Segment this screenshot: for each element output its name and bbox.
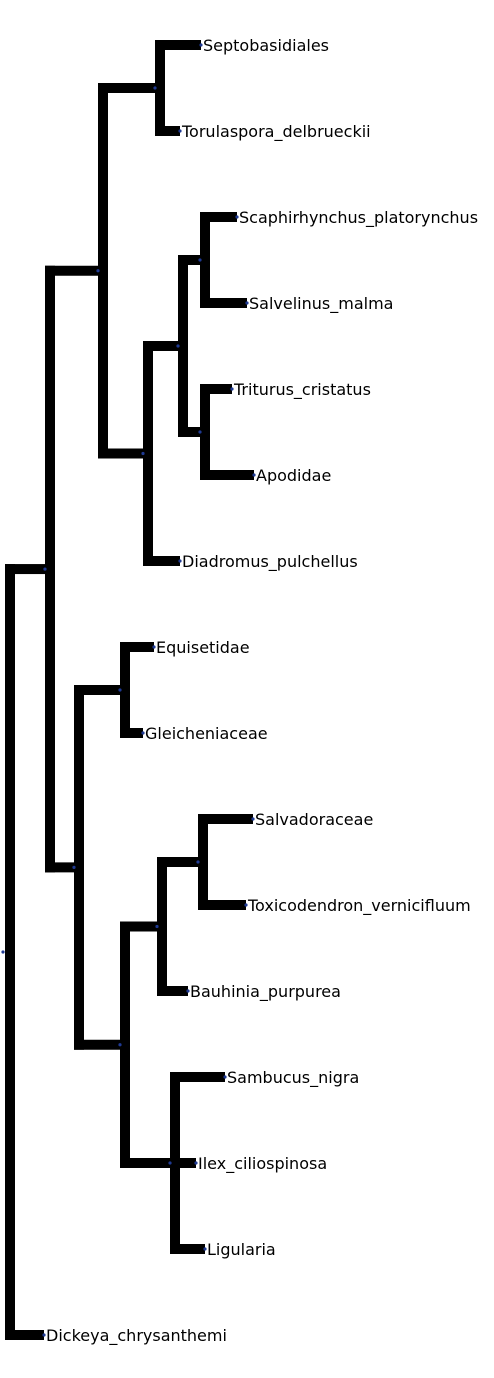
horizontal-branch-n8 (45, 862, 74, 873)
horizontal-branch-n4 (98, 448, 143, 459)
internal-node-n2 (96, 269, 100, 273)
horizontal-branch-n1 (5, 564, 45, 575)
leaf-node-dickeya (42, 1333, 46, 1337)
horizontal-branch-diadromus (143, 556, 180, 566)
horizontal-branch-salvelinus (200, 298, 247, 308)
horizontal-branch-n12 (157, 857, 198, 867)
internal-node-root (1, 950, 5, 954)
leaf-label-equisetidae: Equisetidae (156, 638, 250, 657)
vertical-branch-n1 (45, 265, 55, 873)
horizontal-branch-n9 (74, 685, 120, 695)
horizontal-branch-apodidae (200, 470, 254, 480)
vertical-branch-n5 (178, 255, 188, 437)
horizontal-branch-sambucus (170, 1072, 225, 1082)
leaf-label-salvadoraceae: Salvadoraceae (255, 810, 373, 829)
leaf-node-bauhinia (186, 989, 190, 993)
leaf-label-sambucus-nigra: Sambucus_nigra (227, 1068, 359, 1088)
horizontal-branch-bauhinia (157, 986, 188, 996)
leaf-label-triturus-cristatus: Triturus_cristatus (233, 380, 371, 400)
leaf-label-dickeya-chrysanthemi: Dickeya_chrysanthemi (46, 1326, 227, 1346)
leaf-node-toxicodendron (244, 903, 248, 907)
internal-node-n1 (43, 567, 47, 571)
internal-node-n11 (155, 924, 159, 929)
leaf-label-ligularia: Ligularia (207, 1240, 276, 1259)
leaf-label-scaphirhynchus-platorynchus: Scaphirhynchus_platorynchus (239, 208, 478, 228)
leaf-label-salvelinus-malma: Salvelinus_malma (249, 294, 393, 314)
leaf-label-gleicheniaceae: Gleicheniaceae (145, 724, 268, 743)
leaf-label-toxicodendron-vernicifluum: Toxicodendron_vernicifluum (247, 896, 471, 916)
leaf-node-septobasidiales (199, 43, 203, 47)
horizontal-branch-n13 (120, 1158, 170, 1168)
leaf-node-diadromus (178, 559, 182, 563)
horizontal-branch-equisetidae (120, 642, 154, 652)
leaf-node-sambucus (223, 1075, 227, 1079)
horizontal-branch-n6 (178, 255, 200, 265)
internal-node-n8 (72, 865, 76, 869)
horizontal-branch-n10 (74, 1039, 120, 1050)
leaf-node-salvadoraceae (251, 817, 255, 821)
horizontal-branch-ligularia (170, 1244, 205, 1254)
horizontal-branch-dickeya (5, 1330, 44, 1340)
leaf-node-salvelinus (245, 301, 249, 305)
leaf-label-torulaspora-delbrueckii: Torulaspora_delbrueckii (181, 122, 371, 142)
leaf-node-apodidae (252, 473, 256, 477)
horizontal-branch-n2 (45, 265, 98, 276)
tree-leaf-labels: Septobasidiales Torulaspora_delbrueckii … (46, 36, 478, 1346)
vertical-branch-root (5, 564, 15, 1340)
horizontal-branch-salvadoraceae (198, 814, 253, 824)
vertical-branch-n9 (120, 642, 130, 738)
leaf-node-scaphirhynchus (235, 215, 239, 219)
leaf-node-torulaspora (178, 129, 182, 133)
vertical-branch-n8 (74, 685, 84, 1050)
leaf-label-diadromus-pulchellus: Diadromus_pulchellus (182, 552, 358, 572)
tree-branches (5, 40, 254, 1340)
leaf-node-ilex (194, 1161, 198, 1165)
internal-node-n4 (141, 451, 145, 456)
internal-node-n5 (176, 344, 180, 348)
horizontal-branch-gleicheniaceae (120, 728, 143, 738)
horizontal-branch-n7 (178, 427, 200, 437)
internal-node-n10 (118, 1043, 122, 1047)
internal-node-n3 (153, 86, 157, 90)
internal-node-n7 (198, 430, 202, 434)
vertical-branch-n2 (98, 83, 108, 459)
horizontal-branch-septobasidiales (155, 40, 201, 50)
horizontal-branch-scaphirhynchus (200, 212, 237, 222)
leaf-node-gleicheniaceae (141, 731, 145, 735)
leaf-node-equisetidae (152, 645, 156, 649)
internal-node-n12 (196, 860, 200, 864)
horizontal-branch-n5 (143, 341, 178, 351)
leaf-node-triturus (230, 387, 234, 391)
leaf-label-ilex-ciliospinosa: Ilex_ciliospinosa (198, 1154, 327, 1174)
horizontal-branch-torulaspora (155, 126, 180, 136)
horizontal-branch-ilex (170, 1158, 196, 1168)
leaf-label-bauhinia-purpurea: Bauhinia_purpurea (190, 982, 341, 1002)
vertical-branch-n6 (200, 212, 210, 308)
leaf-label-septobasidiales: Septobasidiales (203, 36, 329, 55)
vertical-branch-n4 (143, 341, 153, 566)
internal-node-n6 (198, 258, 202, 262)
horizontal-branch-n3 (98, 83, 155, 93)
vertical-branch-n12 (198, 814, 208, 910)
horizontal-branch-n11 (120, 921, 157, 932)
horizontal-branch-triturus (200, 384, 232, 394)
tree-nodes (1, 43, 256, 1337)
leaf-node-ligularia (203, 1247, 207, 1251)
vertical-branch-n10 (120, 921, 130, 1168)
vertical-branch-n7 (200, 384, 210, 480)
internal-node-n9 (118, 688, 122, 692)
vertical-branch-n3 (155, 40, 165, 136)
leaf-label-apodidae: Apodidae (256, 466, 331, 485)
vertical-branch-n11 (157, 857, 167, 996)
internal-node-n13 (168, 1161, 172, 1165)
horizontal-branch-toxicodendron (198, 900, 246, 910)
